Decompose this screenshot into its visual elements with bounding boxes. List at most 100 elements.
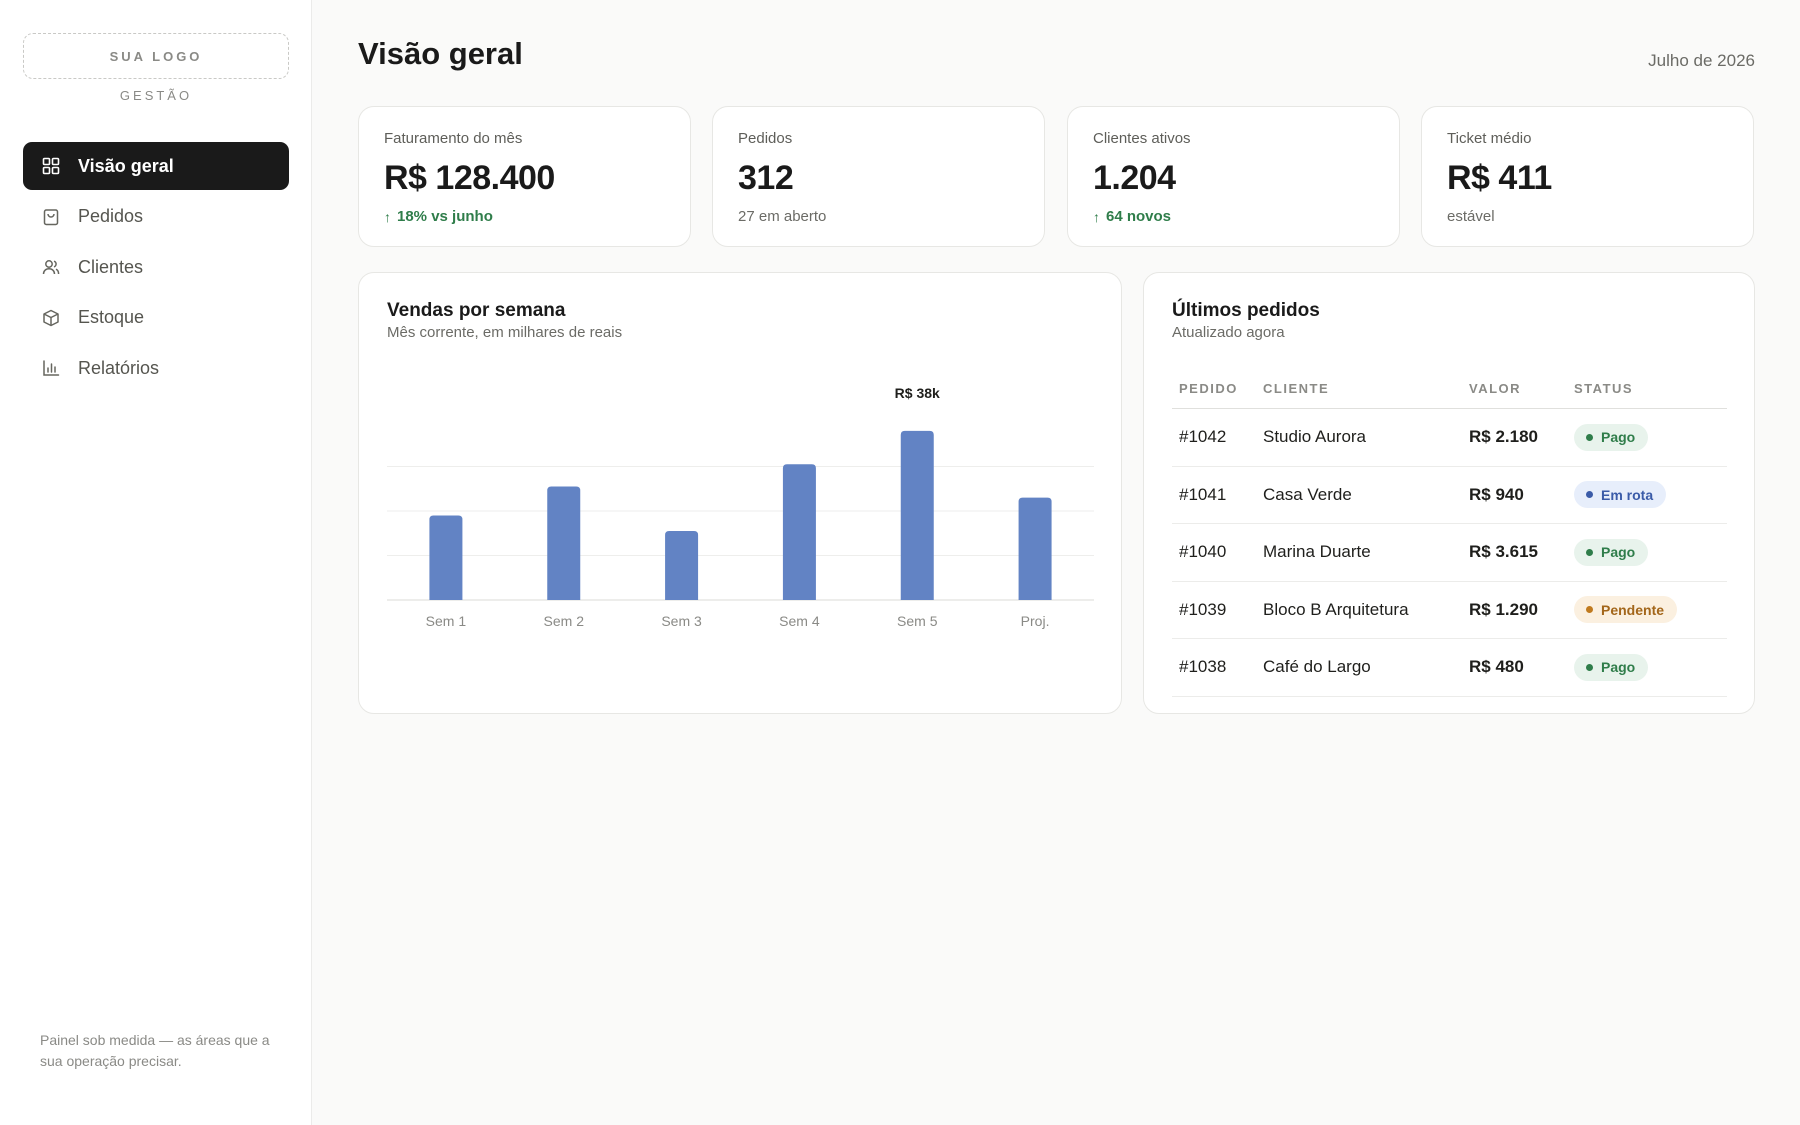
column-header-cliente[interactable]: CLIENTE (1263, 381, 1330, 396)
order-value: R$ 2.180 (1469, 427, 1538, 447)
logo-placeholder[interactable]: SUA LOGO (23, 33, 289, 79)
sidebar-item-pedidos[interactable]: Pedidos (23, 193, 289, 241)
sidebar-item-label: Visão geral (78, 155, 174, 176)
bar-proj[interactable] (1018, 497, 1052, 600)
status-badge: Em rota (1574, 481, 1667, 509)
panel-title: Vendas por semana (387, 300, 566, 321)
bar-sem-3[interactable] (665, 531, 699, 600)
sidebar-item-clientes[interactable]: Clientes (23, 243, 289, 291)
x-tick-label: Sem 2 (544, 613, 585, 629)
table-row[interactable]: #1041 Casa Verde R$ 940 Em rota (1172, 467, 1727, 524)
status-dot-icon (1586, 433, 1593, 441)
bar-sem-1[interactable] (429, 515, 463, 600)
table-header: PEDIDO CLIENTE VALOR STATUS (1172, 369, 1727, 409)
bar-chart-icon (41, 358, 61, 378)
status-text: Pago (1601, 544, 1636, 561)
sidebar-item-relatorios[interactable]: Relatórios (23, 344, 289, 392)
kpi-card-clientes: Clientes ativos 1.204 ↑ 64 novos (1067, 106, 1400, 247)
logo-subtitle: GESTÃO (119, 88, 193, 103)
users-icon (41, 257, 61, 277)
sidebar-item-visao-geral[interactable]: Visão geral (23, 142, 289, 190)
box-icon (41, 308, 61, 328)
sidebar-item-estoque[interactable]: Estoque (23, 294, 289, 342)
status-text: Pendente (1601, 601, 1665, 618)
x-tick-label: Sem 3 (661, 613, 702, 629)
order-client: Studio Aurora (1263, 427, 1367, 447)
status-badge: Pago (1574, 653, 1649, 681)
kpi-value: 312 (738, 159, 794, 197)
kpi-trend: ↑ 64 novos (1093, 208, 1374, 225)
x-tick-label: Sem 5 (897, 613, 938, 629)
sidebar-item-label: Relatórios (78, 357, 160, 378)
order-client: Bloco B Arquitetura (1263, 599, 1409, 619)
table-row[interactable]: #1038 Café do Largo R$ 480 Pago (1172, 639, 1727, 697)
order-value: R$ 1.290 (1469, 599, 1538, 619)
kpi-trend-text: 64 novos (1106, 208, 1172, 225)
kpi-value: R$ 128.400 (384, 159, 555, 197)
kpi-note: estável (1447, 208, 1495, 225)
column-header-valor[interactable]: VALOR (1469, 381, 1522, 396)
sidebar-footnote: Painel sob medida — as áreas que a sua o… (40, 1032, 270, 1069)
status-text: Pago (1601, 429, 1636, 446)
status-badge: Pendente (1574, 596, 1678, 624)
page-title: Visão geral (358, 36, 523, 71)
kpi-label: Pedidos (738, 130, 793, 147)
panel-title: Últimos pedidos (1172, 300, 1320, 321)
table-row[interactable]: #1040 Marina Duarte R$ 3.615 Pago (1172, 524, 1727, 582)
kpi-card-faturamento: Faturamento do mês R$ 128.400 ↑ 18% vs j… (358, 106, 691, 247)
sales-bar-chart: Sem 1 Sem 2 Sem 3 Sem 4 Sem 5 R$ 38k Proj. (387, 385, 1094, 629)
kpi-label: Clientes ativos (1093, 130, 1191, 147)
kpi-trend-text: 18% vs junho (397, 208, 493, 225)
period-label[interactable]: Julho de 2026 (1648, 51, 1755, 70)
data-label: R$ 38k (895, 385, 940, 401)
order-value: R$ 3.615 (1469, 542, 1538, 562)
arrow-up-icon: ↑ (1093, 208, 1100, 225)
sidebar-item-label: Pedidos (78, 206, 144, 226)
x-tick-label: Sem 1 (426, 613, 467, 629)
kpi-note: 27 em aberto (738, 208, 827, 225)
status-dot-icon (1586, 548, 1593, 556)
kpi-value: R$ 411 (1447, 159, 1552, 197)
bar-sem-2[interactable] (547, 486, 581, 600)
order-client: Marina Duarte (1263, 542, 1371, 562)
bar-sem-4[interactable] (782, 464, 816, 600)
kpi-label: Ticket médio (1447, 130, 1532, 147)
order-value: R$ 480 (1469, 657, 1524, 677)
order-client: Café do Largo (1263, 657, 1371, 677)
sidebar: SUA LOGO GESTÃO Visão geral Pedidos (0, 0, 312, 1125)
order-id: #1039 (1179, 599, 1227, 619)
orders-table: PEDIDO CLIENTE VALOR STATUS #1042 Studio… (1172, 369, 1727, 697)
order-id: #1038 (1179, 657, 1227, 677)
x-tick-label: Sem 4 (779, 613, 820, 629)
panel-subtitle: Mês corrente, em milhares de reais (387, 324, 623, 341)
sidebar-nav: Visão geral Pedidos Clientes (23, 142, 289, 395)
order-client: Casa Verde (1263, 484, 1352, 504)
kpi-value: 1.204 (1093, 159, 1176, 197)
kpi-card-ticket: Ticket médio R$ 411 estável (1421, 106, 1754, 247)
bag-icon (41, 207, 61, 227)
table-row[interactable]: #1042 Studio Aurora R$ 2.180 Pago (1172, 409, 1727, 467)
status-dot-icon (1586, 606, 1593, 614)
kpi-trend: ↑ 18% vs junho (384, 208, 665, 225)
status-dot-icon (1586, 663, 1593, 671)
table-row[interactable]: #1039 Bloco B Arquitetura R$ 1.290 Pende… (1172, 582, 1727, 639)
bar-sem-5[interactable] (900, 430, 934, 600)
column-header-pedido[interactable]: PEDIDO (1179, 381, 1238, 396)
kpi-card-pedidos: Pedidos 312 27 em aberto (712, 106, 1045, 247)
sidebar-item-label: Estoque (78, 307, 145, 327)
panel-subtitle: Atualizado agora (1172, 324, 1285, 341)
sales-chart-panel: Vendas por semana Mês corrente, em milha… (358, 272, 1122, 714)
kpi-label: Faturamento do mês (384, 130, 523, 147)
status-text: Em rota (1601, 486, 1654, 503)
orders-panel: Últimos pedidos Atualizado agora PEDIDO … (1143, 272, 1755, 714)
status-badge: Pago (1574, 423, 1649, 451)
arrow-up-icon: ↑ (384, 208, 391, 225)
x-tick-label: Proj. (1021, 613, 1050, 629)
sidebar-item-label: Clientes (78, 256, 144, 277)
order-value: R$ 940 (1469, 484, 1524, 504)
column-header-status[interactable]: STATUS (1574, 381, 1634, 396)
order-id: #1042 (1179, 427, 1227, 447)
order-id: #1041 (1179, 484, 1227, 504)
status-badge: Pago (1574, 538, 1649, 566)
order-id: #1040 (1179, 542, 1227, 562)
